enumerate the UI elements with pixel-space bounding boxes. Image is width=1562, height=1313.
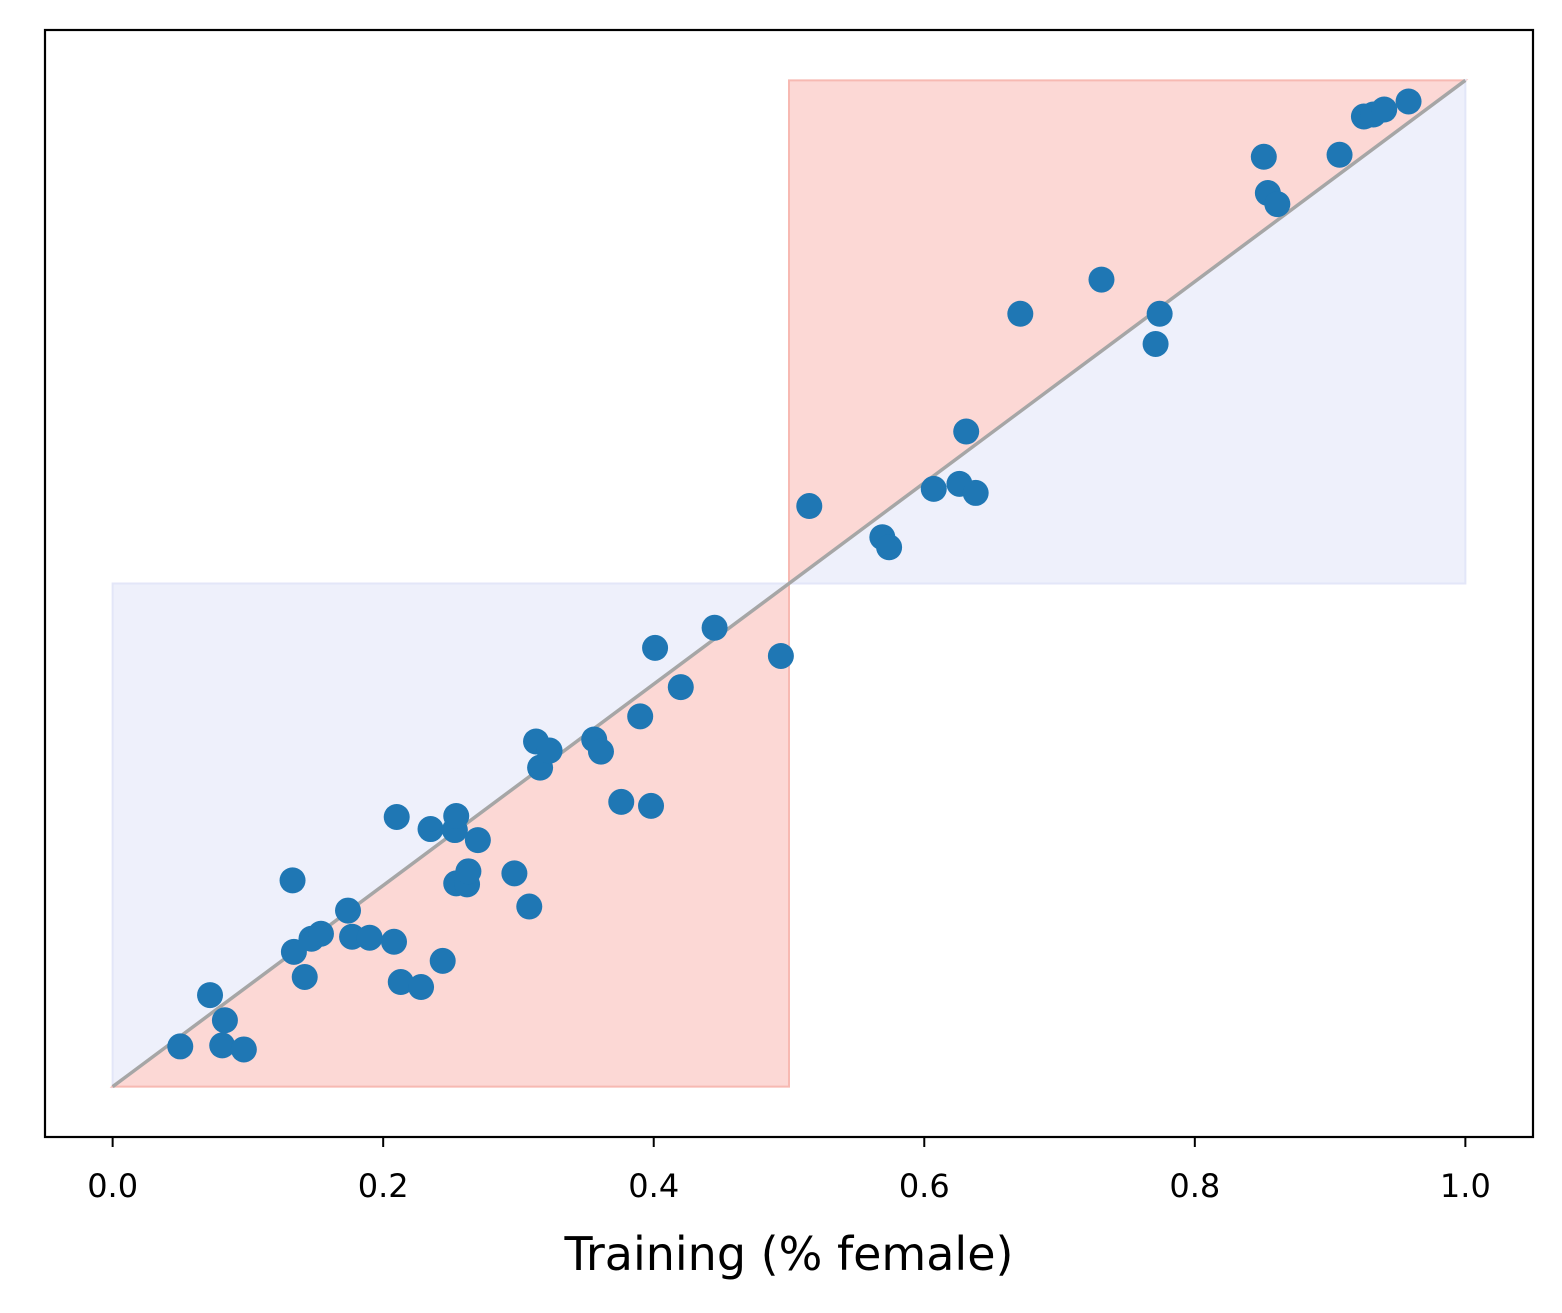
data-point [429, 947, 456, 974]
data-point [516, 893, 543, 920]
x-tick-label: 0.0 [87, 1167, 138, 1205]
data-point [1250, 143, 1277, 170]
data-point [627, 703, 654, 730]
plot-frame [43, 28, 1535, 1139]
data-point [167, 1033, 194, 1060]
data-point [307, 920, 334, 947]
data-point [608, 788, 635, 815]
data-point [767, 642, 794, 669]
data-point [876, 534, 903, 561]
data-point [356, 924, 383, 951]
data-point [1088, 266, 1115, 293]
data-point [667, 674, 694, 701]
data-point [1326, 141, 1353, 168]
x-tick-label: 0.6 [899, 1167, 950, 1205]
data-point [1007, 300, 1034, 327]
data-point [638, 792, 665, 819]
data-point [455, 858, 482, 885]
data-point [1146, 300, 1173, 327]
data-point [408, 974, 435, 1001]
data-point [796, 493, 823, 520]
data-point [381, 928, 408, 955]
data-point [383, 803, 410, 830]
data-point [920, 475, 947, 502]
x-tick-label: 0.2 [358, 1167, 409, 1205]
data-point [536, 737, 563, 764]
data-point [197, 982, 224, 1009]
data-point [501, 860, 528, 887]
data-point [279, 867, 306, 894]
data-point [701, 614, 728, 641]
data-point [642, 634, 669, 661]
data-point [209, 1032, 236, 1059]
x-tick-label: 0.4 [628, 1167, 679, 1205]
data-point [1395, 88, 1422, 115]
x-tick-label: 1.0 [1440, 1167, 1491, 1205]
x-tick-label: 0.8 [1169, 1167, 1220, 1205]
data-point [1142, 330, 1169, 357]
data-point [1371, 96, 1398, 123]
data-point [417, 816, 444, 843]
data-point [443, 802, 470, 829]
data-point [291, 963, 318, 990]
data-point [211, 1007, 238, 1034]
data-point [335, 897, 362, 924]
data-point [962, 479, 989, 506]
x-axis-ticks: 0.0 0.2 0.4 0.6 0.8 1.0 [87, 1137, 1491, 1205]
data-point [1264, 191, 1291, 218]
data-points [167, 88, 1422, 1063]
data-point [387, 969, 414, 996]
data-point [464, 827, 491, 854]
data-point [587, 738, 614, 765]
data-point [230, 1036, 257, 1063]
data-point [953, 418, 980, 445]
x-axis-label: Training (% female) [564, 1227, 1014, 1281]
